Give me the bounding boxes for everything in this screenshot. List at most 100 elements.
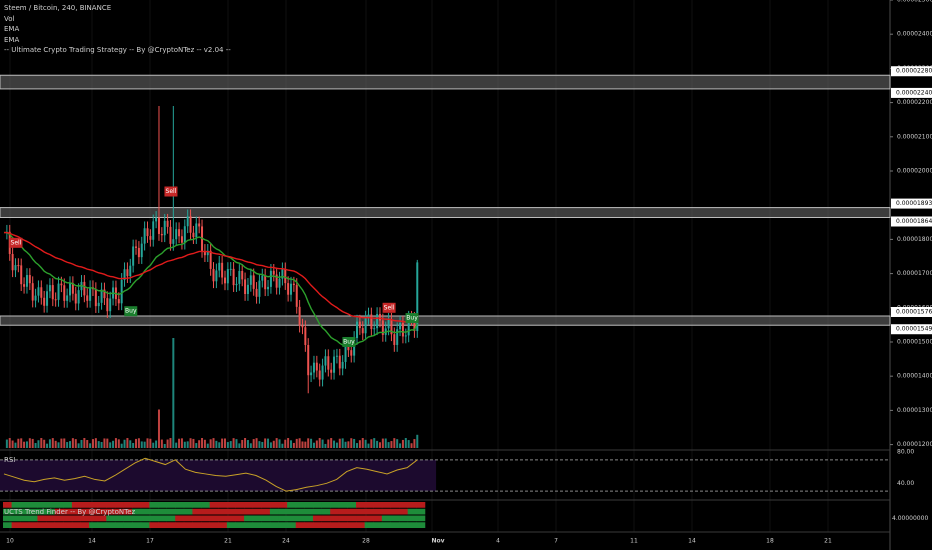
trend-cell bbox=[149, 508, 159, 515]
trend-cell bbox=[209, 522, 219, 528]
candle-body bbox=[258, 280, 261, 297]
x-tick-label: Nov bbox=[431, 538, 444, 545]
legend-strategy[interactable]: -- Ultimate Crypto Trading Strategy -- B… bbox=[4, 46, 231, 54]
candle-body bbox=[370, 314, 373, 330]
level-price-tag bbox=[891, 306, 932, 317]
trend-cell bbox=[71, 522, 81, 528]
volume-bar bbox=[11, 440, 14, 448]
trend-cell bbox=[80, 502, 90, 508]
volume-bar bbox=[416, 434, 419, 448]
volume-bar bbox=[63, 438, 66, 448]
candle-body bbox=[312, 362, 315, 373]
trend-cell bbox=[71, 508, 81, 515]
trend-cell bbox=[46, 502, 56, 508]
trend-pane-label[interactable]: UCTS Trend Finder -- By @CryptoNTez bbox=[4, 508, 136, 516]
trend-cell bbox=[390, 522, 400, 528]
volume-bar bbox=[307, 438, 310, 448]
y-tick-label: 0.00001500 bbox=[897, 338, 932, 345]
candle-body bbox=[23, 284, 26, 287]
candle-body bbox=[235, 283, 238, 286]
legend-symbol[interactable]: Steem / Bitcoin, 240, BINANCE bbox=[4, 4, 112, 12]
volume-bar bbox=[86, 440, 89, 448]
candle-body bbox=[20, 265, 23, 285]
candle-body bbox=[269, 270, 272, 287]
candle-body bbox=[226, 269, 229, 284]
volume-bar bbox=[206, 443, 209, 448]
candle-body bbox=[393, 334, 396, 345]
trend-cell bbox=[89, 508, 99, 515]
candle-body bbox=[209, 250, 212, 269]
trend-cell bbox=[218, 508, 228, 515]
candle-body bbox=[373, 328, 376, 330]
y-tick-label: 0.00002000 bbox=[897, 167, 932, 174]
volume-bar bbox=[48, 439, 51, 448]
volume-bar bbox=[226, 442, 229, 448]
trend-cell bbox=[37, 508, 47, 515]
x-tick-label: 4 bbox=[496, 538, 500, 545]
rsi-pane-label[interactable]: RSI bbox=[4, 456, 16, 464]
candle-body bbox=[301, 325, 304, 328]
trend-cell bbox=[399, 508, 409, 515]
trend-cell bbox=[140, 515, 150, 522]
trend-cell bbox=[235, 502, 245, 508]
volume-bar bbox=[175, 442, 178, 448]
volume-bar bbox=[209, 439, 212, 448]
volume-bar bbox=[278, 439, 281, 448]
volume-bar bbox=[157, 409, 160, 448]
volume-bar bbox=[103, 438, 106, 448]
trend-cell bbox=[407, 502, 417, 508]
volume-bar bbox=[66, 442, 69, 448]
trend-cell bbox=[347, 515, 357, 522]
volume-bar bbox=[330, 438, 333, 448]
level-price-tag bbox=[891, 216, 932, 227]
candle-body bbox=[292, 283, 295, 286]
volume-bar bbox=[143, 441, 146, 448]
trend-cell bbox=[269, 502, 279, 508]
trend-cell bbox=[278, 515, 288, 522]
trend-cell bbox=[364, 515, 374, 522]
candle-body bbox=[100, 289, 103, 303]
volume-bar bbox=[301, 441, 304, 448]
candle-body bbox=[180, 236, 183, 243]
volume-bar bbox=[34, 443, 37, 448]
trend-tick-label: 4.00000000 bbox=[892, 515, 928, 522]
trend-cell bbox=[89, 515, 99, 522]
candle-body bbox=[290, 283, 292, 295]
volume-bar bbox=[180, 438, 183, 448]
trend-cell bbox=[106, 508, 116, 515]
candle-body bbox=[378, 314, 381, 321]
volume-bar bbox=[335, 442, 338, 448]
volume-bar bbox=[312, 442, 315, 448]
candle-body bbox=[94, 289, 97, 307]
trend-cell bbox=[399, 502, 409, 508]
legend-vol[interactable]: Vol bbox=[4, 14, 15, 23]
candle-body bbox=[135, 246, 138, 248]
legend-ema-2[interactable]: EMA bbox=[4, 35, 20, 44]
candle-body bbox=[152, 221, 155, 240]
volume-bar bbox=[152, 442, 155, 448]
volume-bar bbox=[212, 438, 215, 448]
trend-cell bbox=[63, 508, 73, 515]
candle-body bbox=[223, 277, 226, 284]
trend-cell bbox=[132, 522, 142, 528]
candle-body bbox=[66, 295, 69, 301]
sell-signal-label: Sell bbox=[384, 304, 395, 311]
buy-signal-label: Buy bbox=[406, 315, 418, 322]
trend-cell bbox=[132, 515, 142, 522]
volume-bar bbox=[315, 440, 318, 448]
candle-body bbox=[212, 268, 215, 282]
volume-bar bbox=[347, 441, 350, 448]
trend-cell bbox=[192, 502, 202, 508]
trend-cell bbox=[269, 515, 279, 522]
candle-body bbox=[310, 372, 313, 376]
candle-body bbox=[281, 269, 284, 279]
trend-cell bbox=[201, 502, 211, 508]
volume-bar bbox=[91, 439, 94, 448]
x-tick-label: 21 bbox=[824, 538, 832, 545]
candle-body bbox=[218, 262, 221, 271]
candle-body bbox=[232, 268, 235, 286]
legend-ema-1[interactable]: EMA bbox=[4, 25, 20, 33]
rsi-tick-label: 40.00 bbox=[897, 480, 914, 487]
trend-cell bbox=[416, 502, 426, 508]
